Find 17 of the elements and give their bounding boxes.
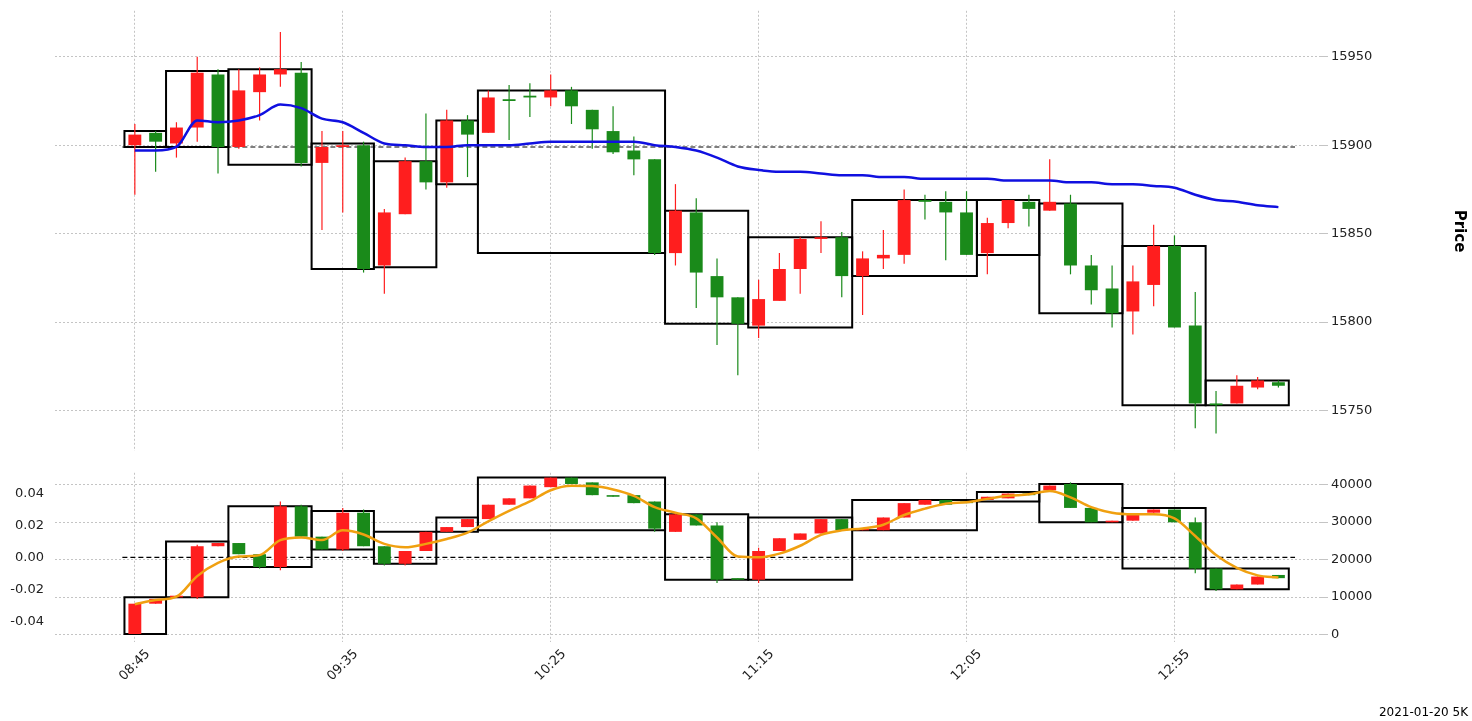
y-tick-label: -0.02 — [10, 580, 44, 596]
y2-tick-label: 30000 — [1331, 513, 1373, 529]
text: 2021-01-20 5K — [1378, 705, 1468, 719]
y-tick-label: 15850 — [1331, 225, 1373, 241]
y2-tick-label: 20000 — [1331, 550, 1373, 566]
y-tick-label: 0.00 — [15, 548, 44, 564]
y-tick-label: 0.02 — [15, 516, 44, 532]
y-tick-label: 15900 — [1331, 136, 1373, 152]
y-tick-label: 15950 — [1331, 48, 1373, 64]
y-tick-label: 15750 — [1331, 401, 1373, 417]
y-tick-label: 0.04 — [15, 484, 44, 500]
y-tick-label: -0.04 — [10, 612, 44, 628]
y2-tick-label: 0 — [1331, 625, 1340, 641]
y2-tick-label: 10000 — [1331, 588, 1373, 604]
y-tick-label: 15800 — [1331, 313, 1373, 329]
y2-tick-label: 40000 — [1331, 475, 1373, 491]
y-axis-title: Price — [1451, 209, 1470, 253]
